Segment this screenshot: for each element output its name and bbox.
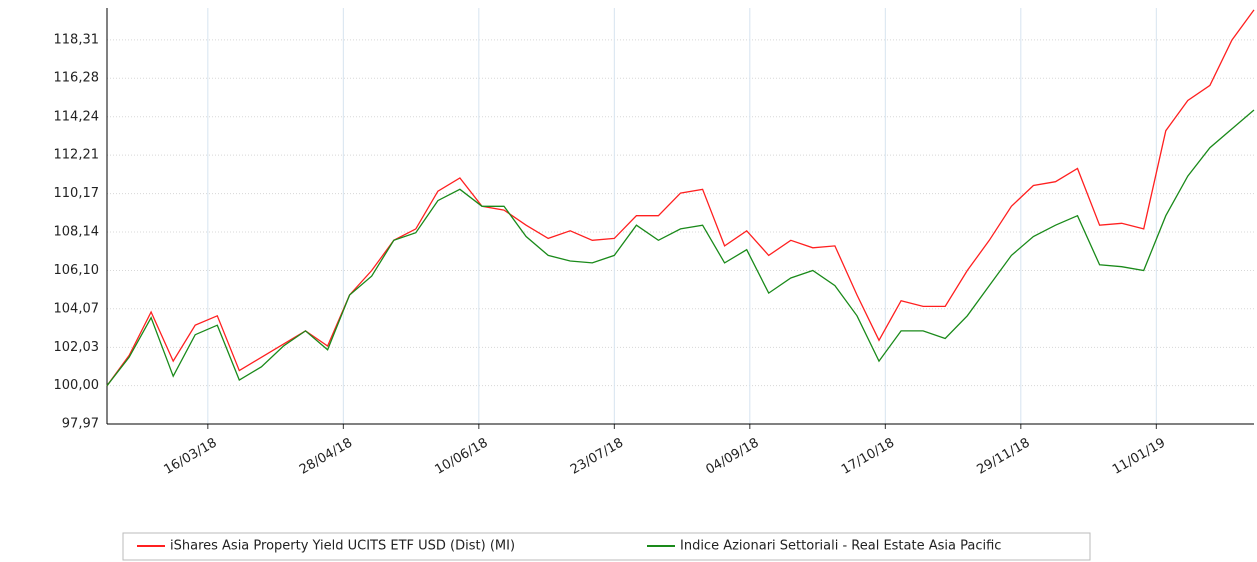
x-tick-label: 16/03/18 xyxy=(162,436,220,478)
y-tick-label: 104,07 xyxy=(54,301,100,316)
y-tick-label: 112,21 xyxy=(54,148,100,163)
x-tick-label: 10/06/18 xyxy=(433,436,491,478)
y-tick-label: 102,03 xyxy=(54,340,100,355)
y-tick-label: 114,24 xyxy=(54,109,100,124)
x-tick-label: 11/01/19 xyxy=(1110,436,1168,478)
y-tick-label: 108,14 xyxy=(54,224,100,239)
y-tick-label: 97,97 xyxy=(62,417,99,432)
y-tick-label: 106,10 xyxy=(54,263,100,278)
x-tick-label: 28/04/18 xyxy=(297,436,355,478)
y-tick-label: 118,31 xyxy=(54,32,100,47)
series-line xyxy=(106,109,1255,387)
y-tick-label: 116,28 xyxy=(54,71,100,86)
legend-box xyxy=(122,532,1091,561)
x-tick-label: 04/09/18 xyxy=(704,436,762,478)
legend-label: iShares Asia Property Yield UCITS ETF US… xyxy=(170,539,515,554)
x-tick-label: 23/07/18 xyxy=(568,436,626,478)
series-line xyxy=(106,9,1255,387)
y-tick-label: 100,00 xyxy=(54,378,100,393)
x-tick-label: 17/10/18 xyxy=(839,436,897,478)
legend-label: Indice Azionari Settoriali - Real Estate… xyxy=(680,539,1001,554)
y-tick-label: 110,17 xyxy=(54,186,100,201)
x-tick-label: 29/11/18 xyxy=(975,436,1033,478)
